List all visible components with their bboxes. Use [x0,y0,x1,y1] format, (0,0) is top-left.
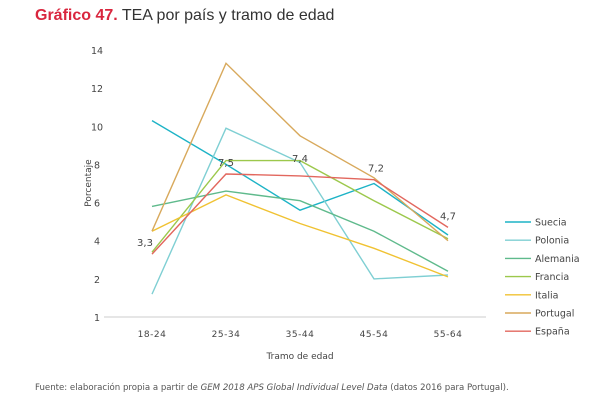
y-tick-label: 6 [94,199,100,210]
x-tick-label: 35-44 [286,330,315,340]
data-label: 7,2 [368,164,384,175]
data-label: 3,3 [137,238,153,249]
y-tick-label: 4 [94,237,100,248]
legend-item-alemania: Alemania [505,254,580,265]
legend-label: Italia [535,290,558,301]
data-label: 7,5 [218,158,234,169]
series-line-suecia [151,119,449,236]
legend-label: Polonia [535,236,569,247]
legend-label: Francia [535,272,569,283]
y-tick-label: 1 [94,313,100,324]
legend-item-españa: España [505,327,570,338]
series-line-polonia [151,127,449,295]
series-line-portugal [151,62,449,242]
x-tick-label: 55-64 [434,330,463,340]
y-axis-label: Porcentaje [84,159,94,207]
series-line-italia [151,194,449,278]
source-note: Fuente: elaboración propia a partir de G… [35,383,509,393]
x-axis-label: Tramo de edad [265,352,333,362]
source-dataset: GEM 2018 APS Global Individual Level Dat… [200,383,388,393]
series-line-españa [151,173,449,255]
y-tick-label: 8 [94,160,100,171]
chart-number: Gráfico 47. [35,7,118,24]
y-tick-label: 12 [91,84,103,95]
y-tick-label: 14 [91,46,103,57]
data-label: 7,4 [292,154,308,165]
source-suffix: (datos 2016 para Portugal). [387,383,509,393]
source-prefix: Fuente: elaboración propia a partir de [35,383,201,393]
legend-item-polonia: Polonia [505,236,569,247]
legend-item-suecia: Suecia [505,218,567,229]
legend-label: Portugal [535,309,574,320]
legend-label: España [535,327,570,338]
data-label: 4,7 [440,211,456,222]
x-tick-label: 45-54 [360,330,389,340]
x-tick-label: 25-34 [212,330,241,340]
legend-item-portugal: Portugal [505,309,574,320]
legend-label: Alemania [535,254,580,265]
legend-item-francia: Francia [505,272,569,283]
series-line-francia [151,159,449,253]
chart-title: Gráfico 47. TEA por país y tramo de edad [35,7,334,25]
y-tick-label: 10 [91,122,103,133]
chart-title-text: TEA por país y tramo de edad [121,7,335,24]
legend-item-italia: Italia [505,290,558,301]
y-tick-label: 2 [94,275,100,286]
legend-label: Suecia [535,218,567,229]
series-line-alemania [151,190,449,272]
x-tick-label: 18-24 [138,330,167,340]
